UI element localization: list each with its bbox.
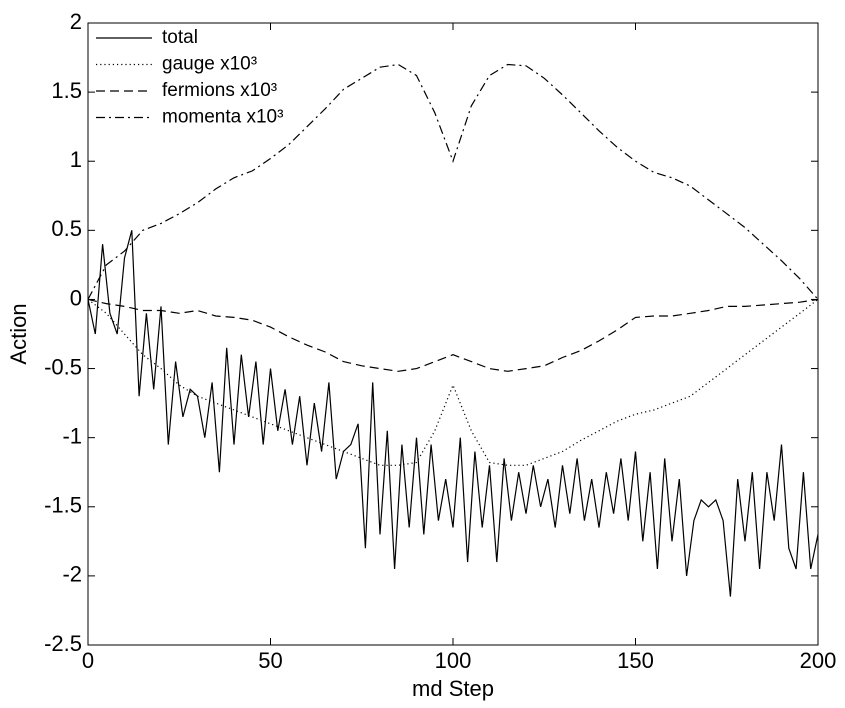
y-tick-label: 0 [70,285,82,310]
legend-label: gauge x10³ [162,54,257,75]
legend-label: fermions x10³ [162,80,277,101]
y-tick-label: 1.5 [51,78,82,103]
x-tick-label: 200 [800,648,837,673]
series-line [87,230,819,597]
y-tick-label: -2 [62,562,82,587]
x-tick-label: 100 [435,648,472,673]
y-tick-label: 2 [70,9,82,34]
series-line [87,298,819,372]
x-tick-label: 50 [258,648,282,673]
legend-label: total [162,27,198,48]
y-tick-label: -2.5 [44,631,82,656]
y-tick-label: 0.5 [51,216,82,241]
legend-label: momenta x10³ [162,107,283,128]
x-axis-label: md Step [412,676,494,701]
y-axis-label: Action [6,303,31,364]
x-tick-label: 0 [82,648,94,673]
x-tick-label: 150 [617,648,654,673]
series-line [87,63,819,300]
y-tick-label: -1.5 [44,493,82,518]
y-tick-label: -0.5 [44,354,82,379]
series-line [87,298,819,466]
y-tick-label: -1 [62,423,82,448]
y-tick-label: 1 [70,147,82,172]
